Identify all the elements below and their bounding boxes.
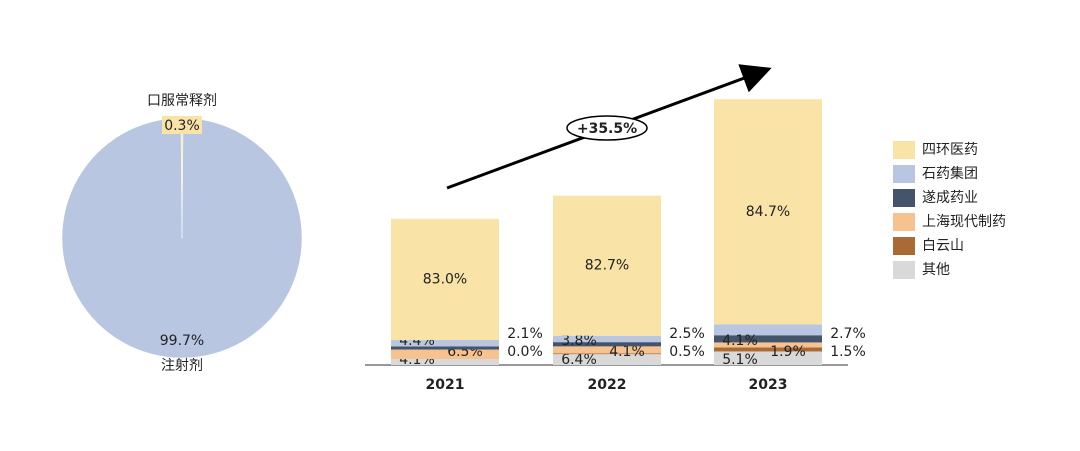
bar-segment [714,335,822,343]
bar-segment [553,353,661,355]
x-tick-label: 2021 [426,377,465,393]
bar-segment [714,324,822,336]
legend-label: 遂成药业 [922,190,978,206]
value-label: 1.9% [770,344,806,360]
bar-segment [553,354,661,365]
bar-segment [391,359,499,365]
value-label: 84.7% [746,204,790,220]
value-label: 0.3% [164,118,200,134]
annotation-box [566,115,648,141]
category-label: 口服常释剂 [147,93,217,109]
bar-segment [391,218,499,341]
value-label: 99.7% [160,333,204,349]
legend-swatch [893,141,915,159]
label-bg [162,116,202,134]
value-label: 2.7% [830,326,866,342]
legend-swatch [893,261,915,279]
legend-label: 白云山 [922,238,964,254]
bar-segment [714,342,822,348]
legend-swatch [893,189,915,207]
legend-swatch [893,237,915,255]
legend-swatch [893,165,915,183]
value-label: 0.0% [507,344,543,360]
legend-label: 四环医药 [922,142,978,158]
bar-segment [553,346,661,354]
value-label: 1.5% [830,344,866,360]
value-label: 4.1% [609,344,645,360]
x-tick-label: 2022 [588,377,627,393]
legend-label: 上海现代制药 [922,214,1006,230]
bar-segment [553,195,661,336]
annotation: +35.5% [577,121,637,137]
value-label: 4.1% [722,333,758,349]
bar-segment [553,342,661,347]
value-label: 2.1% [507,326,543,342]
pie-slice [61,117,303,359]
legend-label: 其他 [922,262,950,278]
bar-segment [391,346,499,350]
value-label: 0.5% [669,344,705,360]
category-label: 注射剂 [161,358,203,374]
bar-segment [714,347,822,352]
x-tick-label: 2023 [749,377,788,393]
legend-label: 石药集团 [922,165,978,182]
value-label: 82.7% [585,258,629,274]
value-label: 3.8% [561,333,597,349]
value-label: 83.0% [423,271,467,287]
bar-segment [391,340,499,347]
value-label: 6.4% [561,352,597,368]
value-label: 2.5% [669,326,705,342]
bar-segment [553,335,661,343]
bar-segment [391,349,499,360]
bar-segment [714,99,822,325]
bar-segment [714,351,822,365]
value-label: 5.1% [722,352,758,368]
legend-swatch [893,213,915,231]
